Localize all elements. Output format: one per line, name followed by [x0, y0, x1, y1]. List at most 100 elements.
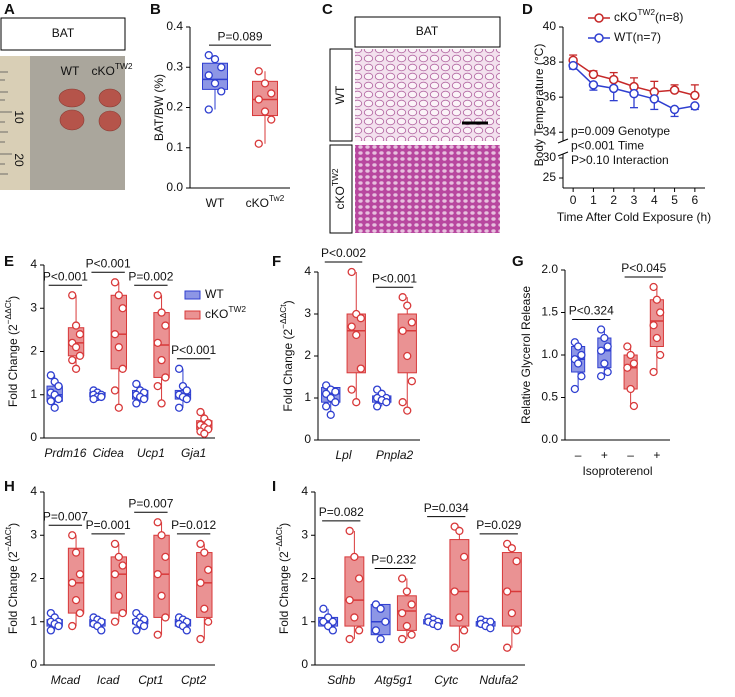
axis-break — [557, 151, 569, 157]
data-point — [455, 613, 464, 622]
y-tick-label: 40 — [543, 19, 557, 33]
y-tick-label: 1 — [304, 390, 311, 404]
data-point — [267, 89, 276, 98]
data-point — [118, 561, 127, 570]
y-tick-label: 38 — [543, 54, 557, 68]
data-point — [649, 321, 658, 330]
text-part: cKO — [91, 64, 114, 78]
data-point — [398, 398, 407, 407]
x-tick-label: 5 — [671, 193, 678, 207]
y-tick-label: 1.0 — [541, 347, 558, 361]
x-tick-label: Cpt2 — [181, 673, 207, 687]
x-tick-label: – — [627, 448, 634, 462]
data-point — [182, 394, 191, 404]
panel-title: BAT — [52, 26, 75, 40]
y-tick-label: 3 — [301, 527, 308, 541]
data-point — [626, 350, 635, 360]
axis-break — [557, 138, 569, 144]
data-point — [626, 384, 635, 394]
row-label: WT — [333, 85, 347, 104]
x-tick-label: cKOTw2 — [246, 193, 285, 210]
text-part: Fold Change (2 — [6, 324, 20, 407]
data-point — [608, 83, 619, 94]
data-point — [153, 381, 162, 391]
data-point — [629, 359, 639, 368]
data-point — [217, 63, 226, 72]
panel-label: D — [522, 1, 533, 18]
annotation: P>0.10 Interaction — [571, 153, 669, 167]
ruler-label: 20 — [12, 153, 26, 167]
data-point — [196, 578, 205, 587]
x-tick-label: Sdhb — [327, 673, 355, 687]
data-point — [350, 552, 359, 562]
data-point — [210, 79, 220, 88]
data-point — [132, 399, 141, 408]
superscript: −ΔΔCt — [278, 304, 288, 329]
data-point — [347, 267, 356, 277]
panel-title: BAT — [416, 24, 439, 38]
p-value: P=0.029 — [476, 518, 521, 532]
x-tick-label: Cytc — [434, 673, 458, 687]
y-tick-label: 0.0 — [166, 180, 183, 194]
y-axis-label: Fold Change (2−ΔΔCt) — [274, 523, 291, 634]
p-value: P=0.012 — [171, 518, 216, 532]
data-point — [110, 330, 120, 339]
legend-label: cKOTW2 — [205, 304, 246, 321]
text-part: ) — [6, 296, 20, 300]
data-point — [68, 578, 77, 587]
data-point — [139, 394, 149, 404]
data-point — [398, 326, 407, 335]
title-box — [0, 17, 126, 51]
data-point — [350, 613, 359, 622]
data-point — [588, 69, 599, 80]
p-value: P=0.007 — [128, 496, 173, 510]
data-point — [623, 363, 632, 372]
data-point — [200, 429, 209, 438]
y-axis-label: BAT/BW (%) — [152, 74, 166, 141]
data-point — [254, 95, 263, 104]
data-point — [174, 364, 184, 373]
data-point — [600, 333, 609, 343]
data-point — [402, 621, 412, 631]
data-point — [196, 539, 205, 549]
panel-label: F — [272, 253, 281, 270]
data-point — [512, 557, 521, 566]
x-tick-label: WT — [206, 196, 225, 210]
superscript: −ΔΔCt — [3, 526, 13, 551]
data-point — [403, 406, 412, 415]
data-point — [568, 60, 578, 71]
data-point — [200, 604, 209, 613]
data-point — [132, 626, 141, 635]
p-value: P=0.089 — [217, 29, 262, 43]
data-point — [68, 621, 77, 631]
row-box — [329, 48, 353, 142]
x-tick-label: 1 — [590, 193, 597, 207]
panel-label: B — [150, 1, 161, 18]
annotation: p<0.001 Time — [571, 139, 644, 153]
x-tick-label: 3 — [631, 193, 638, 207]
data-point — [182, 626, 191, 635]
p-value: P<0.324 — [569, 304, 614, 318]
legend-swatch — [184, 290, 201, 300]
data-point — [110, 539, 120, 549]
superscript: TW2 — [330, 168, 340, 186]
data-point — [153, 518, 162, 527]
data-point — [397, 608, 407, 618]
data-point — [629, 401, 639, 411]
superscript: TW2 — [228, 304, 246, 314]
data-point — [397, 574, 407, 583]
y-axis-label: Fold Change (2−ΔΔCt) — [3, 523, 20, 634]
y-tick-label: 2 — [30, 571, 37, 585]
data-point — [71, 548, 81, 557]
data-point — [356, 364, 365, 373]
y-tick-label: 1 — [30, 614, 37, 628]
box — [346, 313, 366, 374]
data-point — [54, 381, 63, 391]
x-tick-label: Gja1 — [181, 446, 206, 460]
text-part: cKO — [205, 307, 228, 321]
data-point — [512, 626, 521, 635]
data-point — [690, 90, 700, 101]
data-point — [118, 608, 127, 618]
data-point — [402, 587, 412, 596]
